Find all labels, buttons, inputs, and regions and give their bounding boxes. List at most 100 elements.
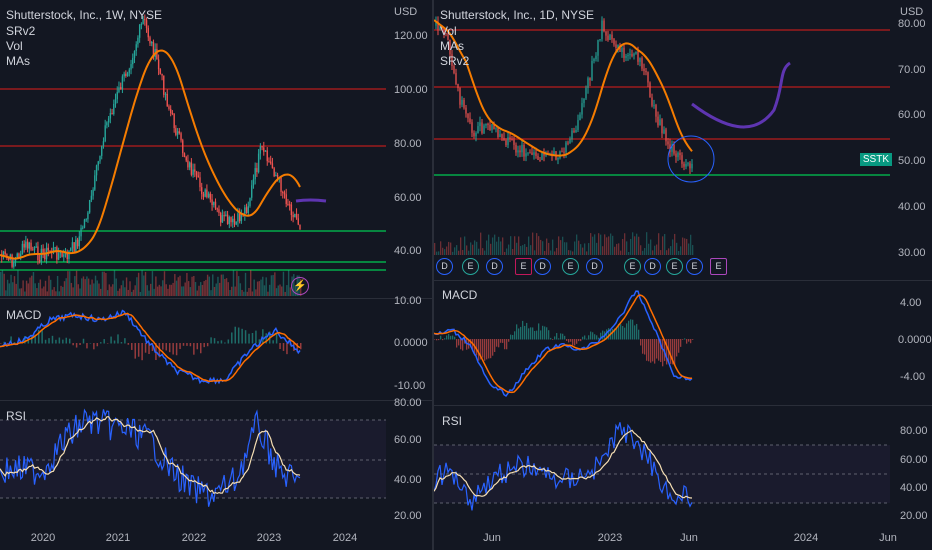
rsi-tick: 60.00 bbox=[394, 434, 422, 446]
volume-bar bbox=[662, 236, 664, 255]
price-tick: 60.00 bbox=[898, 109, 926, 121]
indicator-srv2[interactable]: SRv2 bbox=[440, 54, 470, 68]
dividend-badge[interactable]: E bbox=[686, 258, 703, 275]
volume-bar bbox=[96, 280, 98, 296]
macd-histogram-bar bbox=[193, 343, 195, 355]
volume-bar bbox=[436, 251, 438, 255]
dividend-badge[interactable]: D bbox=[644, 258, 661, 275]
earnings-badge[interactable]: E bbox=[462, 258, 479, 275]
candle-body bbox=[479, 122, 481, 127]
volume-bar bbox=[172, 282, 174, 296]
volume-bar bbox=[150, 283, 152, 296]
candle-body bbox=[147, 27, 149, 38]
macd-histogram-bar bbox=[134, 343, 136, 359]
candle-body bbox=[563, 151, 565, 153]
volume-bar bbox=[89, 284, 92, 296]
volume-bar bbox=[488, 234, 490, 255]
earnings-badge[interactable]: E bbox=[562, 258, 579, 275]
volume-bar bbox=[251, 291, 254, 296]
daily-chart-pane[interactable]: Shutterstock, Inc., 1D, NYSE Vol MAs SRv… bbox=[434, 0, 932, 550]
earnings-badge[interactable]: E bbox=[515, 258, 532, 275]
macd-histogram-bar bbox=[255, 330, 257, 344]
volume-bar bbox=[136, 277, 138, 296]
chart-title[interactable]: Shutterstock, Inc., 1D, NYSE bbox=[440, 8, 595, 22]
macd-histogram-bar bbox=[272, 340, 274, 344]
indicator-vol[interactable]: Vol bbox=[440, 24, 457, 38]
volume-bar bbox=[600, 234, 602, 255]
volume-bar bbox=[53, 287, 55, 296]
candle-body bbox=[137, 37, 139, 45]
dividend-badge[interactable]: D bbox=[486, 258, 503, 275]
indicator-srv2[interactable]: SRv2 bbox=[6, 24, 36, 38]
volume-bar bbox=[239, 283, 242, 296]
volume-bar bbox=[153, 288, 155, 296]
candle-body bbox=[294, 213, 296, 218]
earnings-badge-upcoming[interactable]: E bbox=[710, 258, 727, 275]
candle-body bbox=[533, 152, 535, 155]
macd-histogram-bar bbox=[528, 328, 530, 340]
candle-body bbox=[290, 204, 293, 216]
candle-body bbox=[78, 236, 81, 247]
volume-bar bbox=[626, 241, 628, 255]
pane-divider[interactable] bbox=[432, 0, 434, 550]
candle-body bbox=[223, 215, 225, 217]
candle-body bbox=[603, 20, 605, 32]
candle-body bbox=[63, 254, 65, 257]
daily-chart-canvas[interactable] bbox=[434, 0, 932, 550]
dividend-badge[interactable]: D bbox=[586, 258, 603, 275]
pane-separator[interactable] bbox=[434, 405, 932, 406]
rsi-label[interactable]: RSI bbox=[6, 409, 27, 423]
projection-path bbox=[295, 198, 327, 203]
pane-separator[interactable] bbox=[0, 298, 432, 299]
macd-label[interactable]: MACD bbox=[6, 308, 42, 322]
volume-bar bbox=[622, 238, 624, 255]
weekly-chart-canvas[interactable] bbox=[0, 0, 432, 550]
volume-bar bbox=[198, 285, 200, 296]
volume-bar bbox=[658, 233, 660, 255]
macd-histogram-bar bbox=[141, 343, 143, 361]
volume-bar bbox=[13, 276, 16, 296]
macd-histogram-bar bbox=[120, 342, 123, 344]
candle-body bbox=[2, 251, 5, 257]
volume-bar bbox=[263, 285, 266, 296]
lightning-icon[interactable]: ⚡ bbox=[291, 277, 309, 295]
macd-histogram-bar bbox=[590, 331, 592, 340]
volume-bar bbox=[205, 279, 207, 296]
pane-separator[interactable] bbox=[434, 280, 932, 281]
candle-body bbox=[32, 249, 34, 251]
volume-bar bbox=[520, 245, 522, 255]
macd-label[interactable]: MACD bbox=[442, 288, 478, 302]
macd-histogram-bar bbox=[44, 339, 47, 344]
moving-average-line bbox=[434, 19, 693, 157]
candle-body bbox=[631, 54, 633, 56]
volume-bar bbox=[610, 233, 612, 255]
earnings-badge[interactable]: E bbox=[666, 258, 683, 275]
dividend-badge[interactable]: D bbox=[436, 258, 453, 275]
candle-body bbox=[573, 130, 575, 133]
macd-histogram-bar bbox=[612, 328, 614, 340]
indicator-vol[interactable]: Vol bbox=[6, 39, 23, 53]
symbol-price-tag[interactable]: SSTK bbox=[859, 153, 892, 166]
macd-histogram-bar bbox=[96, 343, 99, 347]
volume-bar bbox=[212, 274, 214, 296]
macd-histogram-bar bbox=[546, 327, 548, 340]
volume-bar bbox=[466, 245, 468, 255]
candle-body bbox=[645, 70, 647, 73]
volume-bar bbox=[532, 232, 534, 255]
macd-histogram-bar bbox=[676, 339, 678, 357]
candle-body bbox=[128, 69, 131, 73]
volume-bar bbox=[446, 246, 448, 255]
indicator-mas[interactable]: MAs bbox=[6, 54, 30, 68]
pane-separator[interactable] bbox=[0, 400, 432, 401]
rsi-label[interactable]: RSI bbox=[442, 414, 463, 428]
weekly-chart-pane[interactable]: Shutterstock, Inc., 1W, NYSE SRv2 Vol MA… bbox=[0, 0, 432, 550]
candle-body bbox=[164, 93, 167, 95]
candle-body bbox=[214, 201, 217, 209]
earnings-badge[interactable]: E bbox=[624, 258, 641, 275]
candle-body bbox=[247, 206, 249, 213]
candle-body bbox=[266, 150, 268, 162]
chart-title[interactable]: Shutterstock, Inc., 1W, NYSE bbox=[6, 8, 163, 22]
dividend-badge[interactable]: D bbox=[534, 258, 551, 275]
indicator-mas[interactable]: MAs bbox=[440, 39, 464, 53]
macd-histogram-bar bbox=[558, 338, 560, 340]
